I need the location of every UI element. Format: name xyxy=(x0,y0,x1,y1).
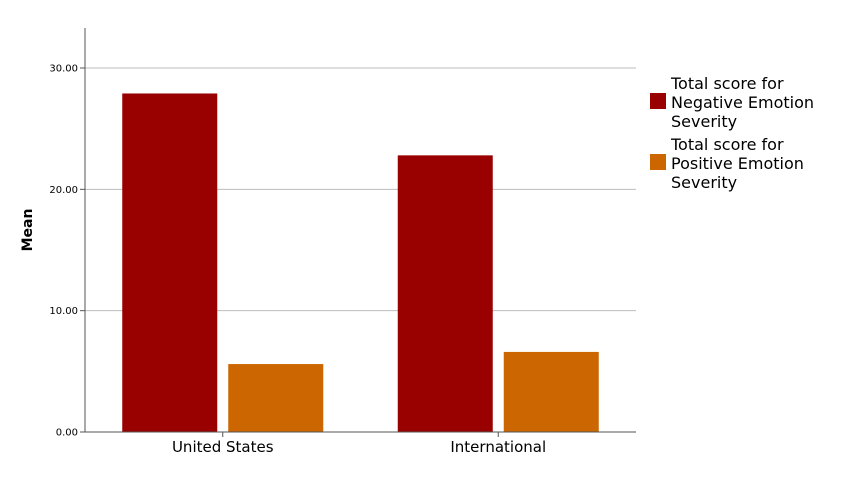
y-tick-label: 0.00 xyxy=(56,428,78,439)
bars xyxy=(122,93,599,433)
x-category-label: United States xyxy=(172,438,274,456)
y-tick-label: 20.00 xyxy=(49,185,78,196)
legend-label-positive: Total score for Positive Emotion Severit… xyxy=(671,135,804,192)
y-axis-title: Mean xyxy=(20,209,36,252)
y-tick-labels: 0.00 10.00 20.00 30.00 xyxy=(49,64,85,439)
legend: Total score for Negative Emotion Severit… xyxy=(650,74,845,196)
axes xyxy=(84,28,636,433)
y-tick-label: 10.00 xyxy=(49,306,78,317)
bar-positive-united-states xyxy=(228,364,324,432)
legend-label-negative: Total score for Negative Emotion Severit… xyxy=(671,74,815,131)
legend-swatch-negative xyxy=(650,93,666,109)
bar-negative-international xyxy=(397,155,493,433)
y-tick-label: 30.00 xyxy=(49,64,78,75)
x-category-labels: United States International xyxy=(172,432,546,456)
legend-item-negative: Total score for Negative Emotion Severit… xyxy=(650,74,845,131)
legend-swatch-positive xyxy=(650,154,666,170)
bar-negative-united-states xyxy=(122,93,218,432)
legend-item-positive: Total score for Positive Emotion Severit… xyxy=(650,135,845,192)
bar-positive-international xyxy=(503,351,599,432)
x-category-label: International xyxy=(450,438,546,456)
